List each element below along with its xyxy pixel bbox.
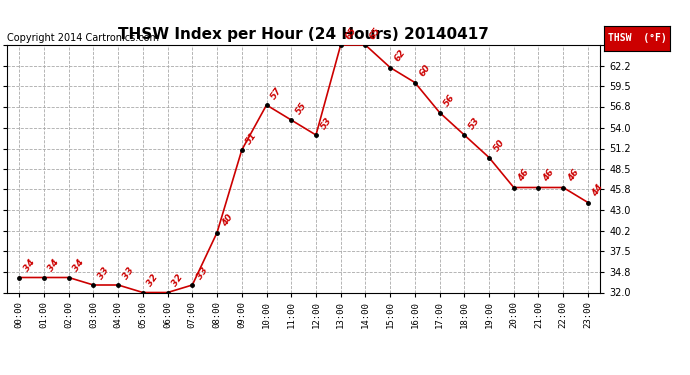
Text: 32: 32 — [170, 273, 185, 288]
Text: 53: 53 — [467, 116, 482, 131]
Text: 40: 40 — [220, 213, 235, 228]
Text: 56: 56 — [442, 93, 457, 108]
Text: 46: 46 — [517, 168, 531, 183]
Text: 62: 62 — [393, 48, 408, 63]
Text: 51: 51 — [244, 130, 259, 146]
Text: 55: 55 — [294, 100, 308, 116]
Text: 57: 57 — [269, 86, 284, 101]
Text: 60: 60 — [417, 63, 432, 78]
Text: 34: 34 — [47, 258, 61, 273]
Text: 46: 46 — [541, 168, 556, 183]
Text: 33: 33 — [121, 266, 135, 281]
Text: Copyright 2014 Cartronics.com: Copyright 2014 Cartronics.com — [7, 33, 159, 42]
Text: 34: 34 — [72, 258, 86, 273]
Text: 34: 34 — [22, 258, 37, 273]
Text: 32: 32 — [146, 273, 160, 288]
Title: THSW Index per Hour (24 Hours) 20140417: THSW Index per Hour (24 Hours) 20140417 — [118, 27, 489, 42]
Text: 33: 33 — [96, 266, 111, 281]
Text: THSW  (°F): THSW (°F) — [608, 33, 667, 44]
Text: 50: 50 — [492, 138, 506, 153]
Text: 44: 44 — [591, 183, 605, 198]
Text: 46: 46 — [566, 168, 580, 183]
Text: 65: 65 — [368, 26, 383, 41]
Text: 53: 53 — [319, 116, 333, 131]
Text: 65: 65 — [344, 26, 358, 41]
Text: 33: 33 — [195, 266, 210, 281]
